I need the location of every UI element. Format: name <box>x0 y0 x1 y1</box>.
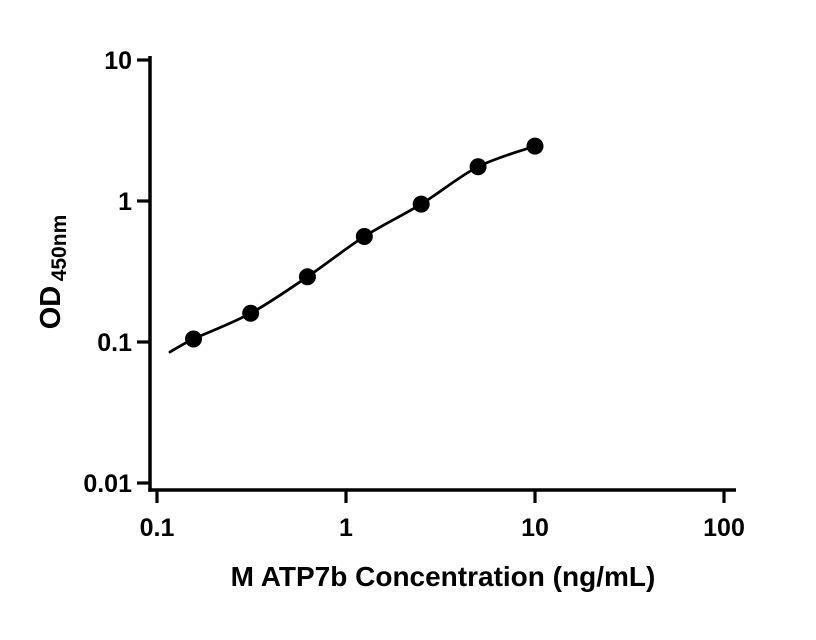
fit-curve <box>168 144 537 354</box>
x-tick-label: 0.1 <box>140 514 175 542</box>
data-point-marker <box>412 195 430 213</box>
axes <box>148 56 736 492</box>
data-point-marker <box>298 268 316 286</box>
data-point-marker <box>469 158 487 176</box>
x-axis-title: M ATP7b Concentration (ng/mL) <box>231 561 656 592</box>
axis-tick-labels: 0.1 1 10 100 0.01 0.1 1 10 <box>83 47 745 542</box>
y-axis-title: OD 450nm <box>35 215 71 330</box>
data-point-marker <box>185 330 203 348</box>
data-points <box>185 137 544 348</box>
x-tick-label: 10 <box>521 514 549 542</box>
y-axis-title-subscript: 450nm <box>48 215 71 282</box>
y-tick-label: 1 <box>118 188 132 216</box>
y-tick-label: 0.01 <box>83 470 132 498</box>
x-tick-label: 100 <box>703 514 745 542</box>
axis-ticks <box>137 58 726 503</box>
y-tick-label: 10 <box>104 47 132 75</box>
data-point-marker <box>526 137 544 155</box>
y-axis-title-main: OD <box>35 286 67 330</box>
data-point-marker <box>355 228 373 246</box>
x-tick-label: 1 <box>339 514 353 542</box>
y-tick-label: 0.1 <box>97 329 132 357</box>
data-point-marker <box>242 304 260 322</box>
